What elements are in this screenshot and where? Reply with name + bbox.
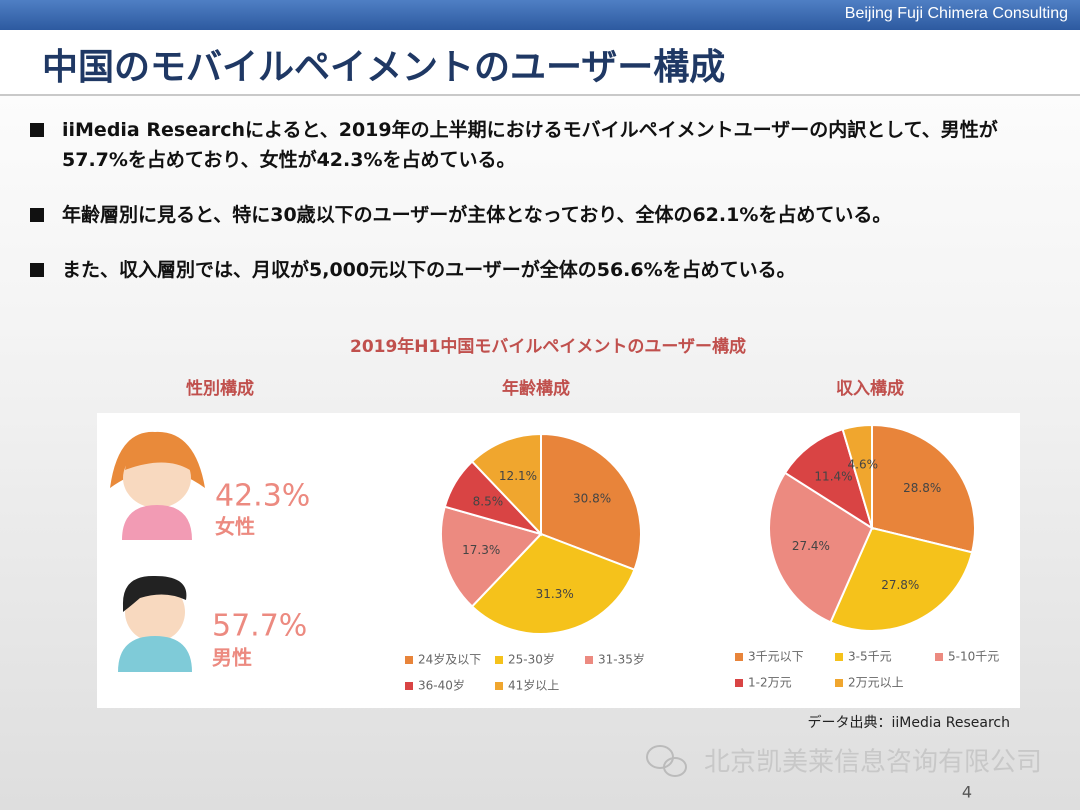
legend-label: 31-35岁 <box>598 652 645 667</box>
slice-label: 31.3% <box>536 587 574 601</box>
gender-label: 女性 <box>215 515 255 539</box>
slice-label: 11.4% <box>814 470 852 484</box>
page-number: 4 <box>962 783 972 802</box>
panel-title: 年齢構成 <box>502 378 570 399</box>
source-note: データ出典：iiMedia Research <box>808 714 1011 731</box>
legend-swatch <box>735 653 743 661</box>
legend-swatch <box>935 653 943 661</box>
slide-title: 中国のモバイルペイメントのユーザー構成 <box>42 47 726 88</box>
legend-swatch <box>405 656 413 664</box>
gender-value: 42.3% <box>215 479 310 514</box>
pie-slice <box>540 432 642 571</box>
gender-value: 57.7% <box>212 609 307 644</box>
legend-swatch <box>835 653 843 661</box>
legend-label: 1-2万元 <box>748 676 792 690</box>
slice-label: 27.8% <box>881 578 919 592</box>
bullet-text: iiMedia Researchによると、2019年の上半期におけるモバイルペイ… <box>62 119 998 171</box>
slice-label: 12.1% <box>499 469 537 483</box>
bullet-text: また、収入層別では、月収が5,000元以下のユーザーが全体の56.6%を占めてい… <box>62 259 796 281</box>
bullet: また、収入層別では、月収が5,000元以下のユーザーが全体の56.6%を占めてい… <box>30 255 1040 285</box>
bullet-marker <box>30 263 44 277</box>
legend-swatch <box>585 656 593 664</box>
legend-label: 25-30岁 <box>508 652 555 667</box>
legend-swatch <box>405 682 413 690</box>
legend-swatch <box>835 679 843 687</box>
legend-swatch <box>495 682 503 690</box>
watermark: 北京凯美莱信息咨询有限公司 <box>704 748 1042 778</box>
legend-label: 2万元以上 <box>848 676 904 690</box>
legend-label: 3千元以下 <box>748 650 804 664</box>
pie-slice <box>829 526 974 632</box>
legend-label: 24岁及以下 <box>418 652 481 667</box>
slice-label: 27.4% <box>792 539 830 553</box>
legend-label: 5-10千元 <box>948 650 999 664</box>
bullet-text: 年齢層別に見ると、特に30歳以下のユーザーが主体となっており、全体の62.1%を… <box>62 204 892 226</box>
legend-swatch <box>495 656 503 664</box>
panel-title: 性別構成 <box>186 378 254 399</box>
legend-label: 3-5千元 <box>848 650 892 664</box>
pie-slice <box>841 423 873 529</box>
gender-label: 男性 <box>212 646 252 670</box>
company-name: Beijing Fuji Chimera Consulting <box>844 5 1068 22</box>
pie-slice <box>783 428 874 531</box>
slice-label: 4.6% <box>848 457 879 471</box>
male-icon <box>118 575 192 672</box>
legend-swatch <box>735 679 743 687</box>
pie-slice <box>768 471 874 624</box>
slice-label: 8.5% <box>473 494 504 508</box>
legend-label: 36-40岁 <box>418 678 465 693</box>
pie-slice <box>871 423 976 554</box>
figure-title: 2019年H1中国モバイルペイメントのユーザー構成 <box>350 336 746 357</box>
pie-slice <box>470 532 636 635</box>
legend-label: 41岁以上 <box>508 678 559 693</box>
panel-title: 収入構成 <box>836 378 904 399</box>
bullet-marker <box>30 208 44 222</box>
pie-slice <box>440 505 543 608</box>
top-bar <box>0 0 1080 30</box>
bullet-marker <box>30 123 44 137</box>
title-band <box>0 30 1080 96</box>
slice-label: 28.8% <box>903 481 941 495</box>
bullet: iiMedia Researchによると、2019年の上半期におけるモバイルペイ… <box>30 115 1040 175</box>
bullet: 年齢層別に見ると、特に30歳以下のユーザーが主体となっており、全体の62.1%を… <box>30 200 1040 230</box>
pie-slice <box>470 432 542 537</box>
female-icon <box>110 431 205 540</box>
slice-label: 17.3% <box>462 543 500 557</box>
slice-label: 30.8% <box>573 491 611 505</box>
watermark-icon <box>646 745 687 777</box>
